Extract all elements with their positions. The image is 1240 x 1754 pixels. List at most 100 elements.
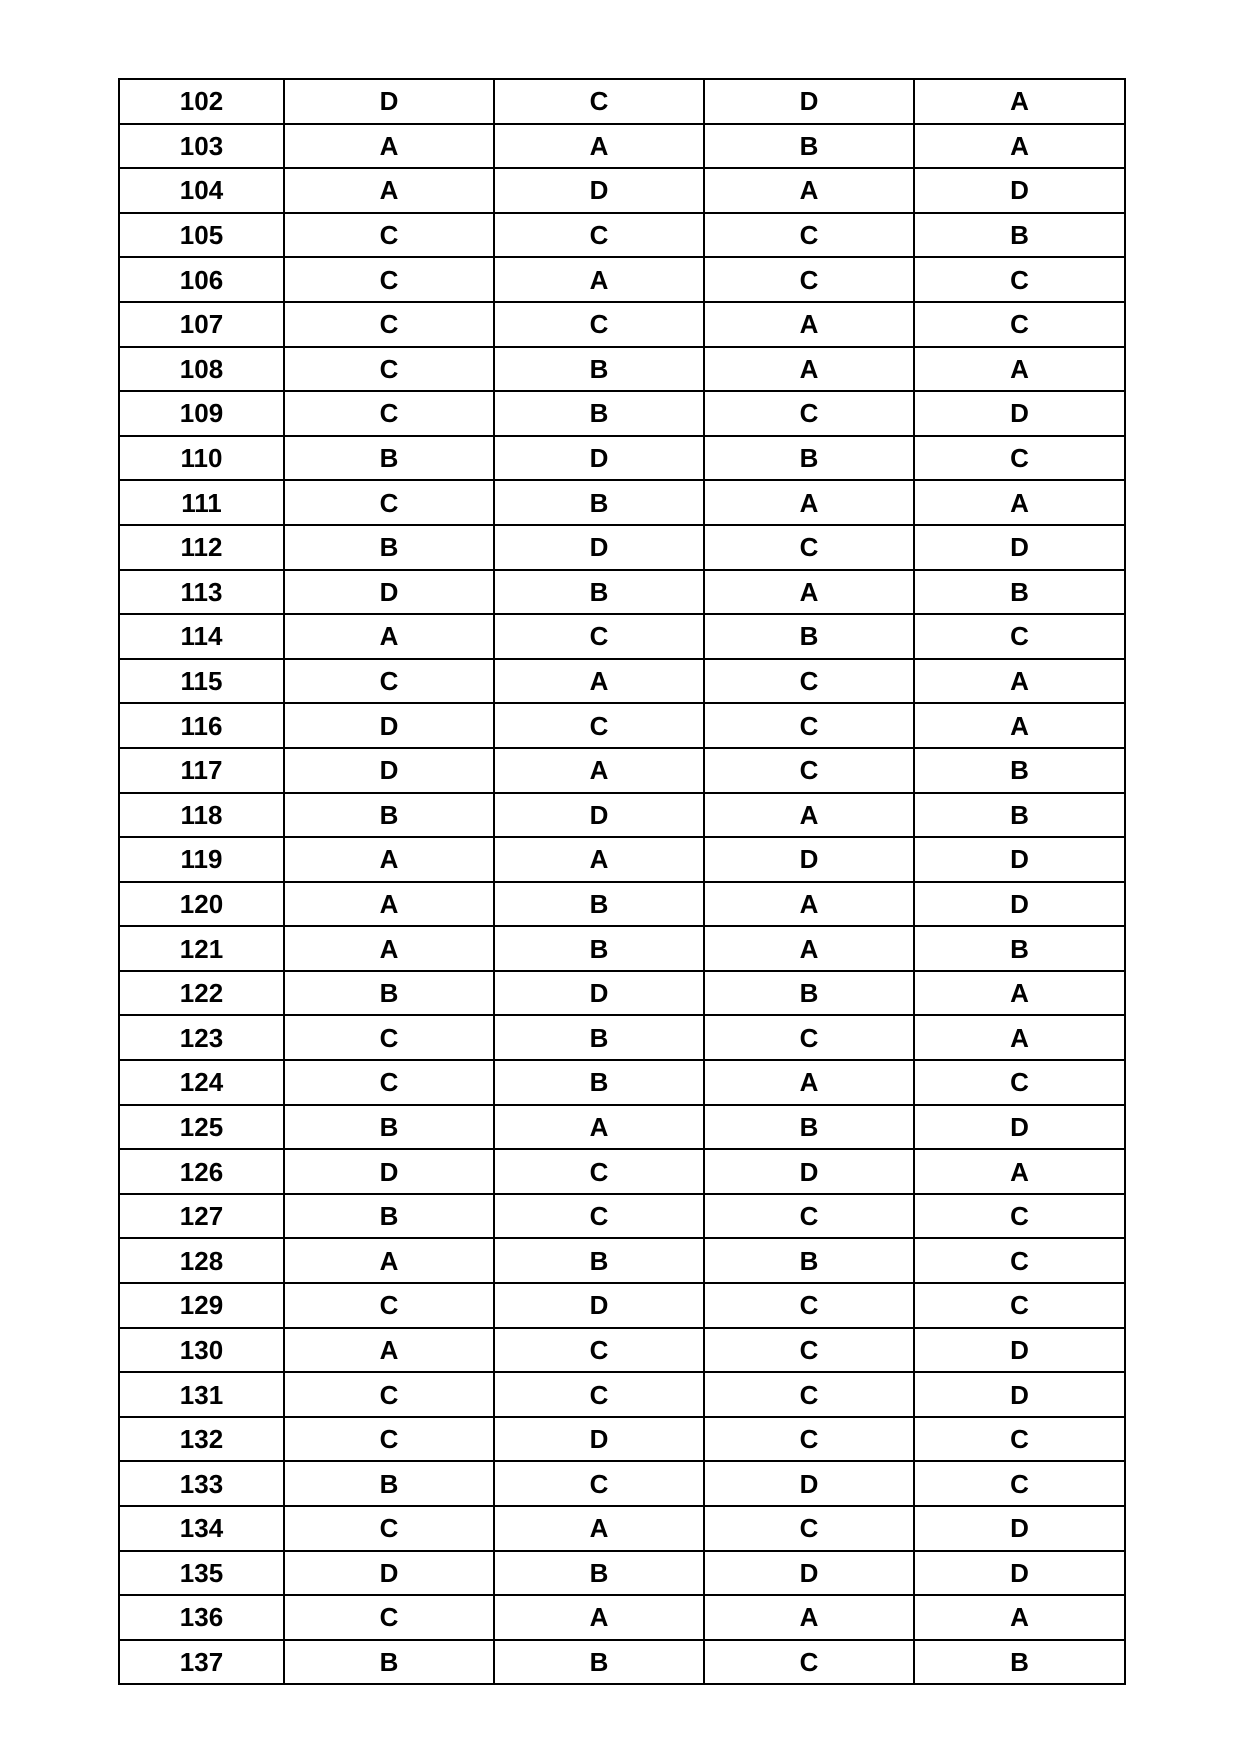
answer-cell: A <box>494 124 704 169</box>
table-row: 108CBAA <box>119 347 1125 392</box>
answer-cell: B <box>914 748 1125 793</box>
question-number-cell: 110 <box>119 436 284 481</box>
table-row: 136CAAA <box>119 1595 1125 1640</box>
question-number-cell: 137 <box>119 1640 284 1685</box>
answer-cell: C <box>704 213 914 258</box>
answer-cell: D <box>494 793 704 838</box>
question-number-cell: 102 <box>119 79 284 124</box>
question-number-cell: 120 <box>119 882 284 927</box>
answer-cell: C <box>494 1372 704 1417</box>
answer-cell: C <box>494 302 704 347</box>
question-number-cell: 112 <box>119 525 284 570</box>
answer-cell: D <box>494 1417 704 1462</box>
answer-cell: C <box>284 480 494 525</box>
answer-cell: A <box>704 793 914 838</box>
answer-cell: B <box>284 1105 494 1150</box>
answer-cell: A <box>284 614 494 659</box>
answer-cell: C <box>284 257 494 302</box>
answer-cell: C <box>704 1015 914 1060</box>
answer-cell: A <box>914 79 1125 124</box>
table-row: 104ADAD <box>119 168 1125 213</box>
table-row: 130ACCD <box>119 1328 1125 1373</box>
answer-cell: C <box>704 1283 914 1328</box>
answer-cell: A <box>284 837 494 882</box>
answer-cell: A <box>284 926 494 971</box>
answer-cell: A <box>494 748 704 793</box>
answer-cell: C <box>914 1060 1125 1105</box>
answer-cell: A <box>914 1595 1125 1640</box>
answer-cell: D <box>914 391 1125 436</box>
answer-cell: A <box>284 124 494 169</box>
question-number-cell: 114 <box>119 614 284 659</box>
table-row: 128ABBC <box>119 1238 1125 1283</box>
question-number-cell: 118 <box>119 793 284 838</box>
answer-cell: B <box>494 1015 704 1060</box>
answer-cell: B <box>284 1461 494 1506</box>
answer-cell: A <box>914 1015 1125 1060</box>
answer-cell: C <box>284 1372 494 1417</box>
answer-cell: A <box>914 1149 1125 1194</box>
answer-cell: D <box>284 1551 494 1596</box>
table-row: 124CBAC <box>119 1060 1125 1105</box>
answer-cell: C <box>704 1417 914 1462</box>
table-row: 135DBDD <box>119 1551 1125 1596</box>
answer-cell: C <box>704 659 914 704</box>
table-row: 134CACD <box>119 1506 1125 1551</box>
answer-cell: C <box>914 1238 1125 1283</box>
answer-cell: A <box>284 882 494 927</box>
question-number-cell: 111 <box>119 480 284 525</box>
answer-cell: D <box>914 1551 1125 1596</box>
answer-cell: C <box>704 1328 914 1373</box>
table-row: 121ABAB <box>119 926 1125 971</box>
table-row: 117DACB <box>119 748 1125 793</box>
answer-cell: D <box>494 1283 704 1328</box>
answer-cell: C <box>284 1015 494 1060</box>
table-row: 105CCCB <box>119 213 1125 258</box>
answer-cell: C <box>914 614 1125 659</box>
answer-cell: D <box>914 1506 1125 1551</box>
answer-cell: D <box>914 882 1125 927</box>
question-number-cell: 121 <box>119 926 284 971</box>
table-row: 133BCDC <box>119 1461 1125 1506</box>
question-number-cell: 136 <box>119 1595 284 1640</box>
answer-cell: C <box>284 1506 494 1551</box>
answer-cell: B <box>494 570 704 615</box>
answer-cell: C <box>494 1194 704 1239</box>
answer-cell: D <box>704 1149 914 1194</box>
question-number-cell: 109 <box>119 391 284 436</box>
answer-cell: C <box>284 659 494 704</box>
answer-cell: B <box>284 971 494 1016</box>
answer-cell: D <box>284 79 494 124</box>
question-number-cell: 123 <box>119 1015 284 1060</box>
answer-cell: A <box>704 302 914 347</box>
answer-cell: A <box>704 347 914 392</box>
question-number-cell: 134 <box>119 1506 284 1551</box>
question-number-cell: 105 <box>119 213 284 258</box>
question-number-cell: 126 <box>119 1149 284 1194</box>
question-number-cell: 106 <box>119 257 284 302</box>
answer-cell: A <box>914 703 1125 748</box>
answer-cell: A <box>704 882 914 927</box>
answer-cell: D <box>704 837 914 882</box>
answer-cell: C <box>284 1417 494 1462</box>
answer-cell: C <box>914 1417 1125 1462</box>
answer-cell: C <box>704 1506 914 1551</box>
table-row: 114ACBC <box>119 614 1125 659</box>
answer-cell: C <box>284 1595 494 1640</box>
table-row: 112BDCD <box>119 525 1125 570</box>
answer-cell: A <box>704 570 914 615</box>
answer-cell: A <box>284 1328 494 1373</box>
answer-cell: C <box>914 1194 1125 1239</box>
answer-cell: D <box>494 168 704 213</box>
answer-cell: C <box>914 302 1125 347</box>
page: 102DCDA103AABA104ADAD105CCCB106CACC107CC… <box>0 0 1240 1754</box>
table-row: 102DCDA <box>119 79 1125 124</box>
answer-cell: B <box>494 1551 704 1596</box>
answer-cell: A <box>494 257 704 302</box>
answer-cell: C <box>704 1194 914 1239</box>
answer-cell: A <box>914 659 1125 704</box>
answer-cell: B <box>284 525 494 570</box>
answer-cell: A <box>494 837 704 882</box>
table-row: 129CDCC <box>119 1283 1125 1328</box>
answer-cell: B <box>284 1194 494 1239</box>
